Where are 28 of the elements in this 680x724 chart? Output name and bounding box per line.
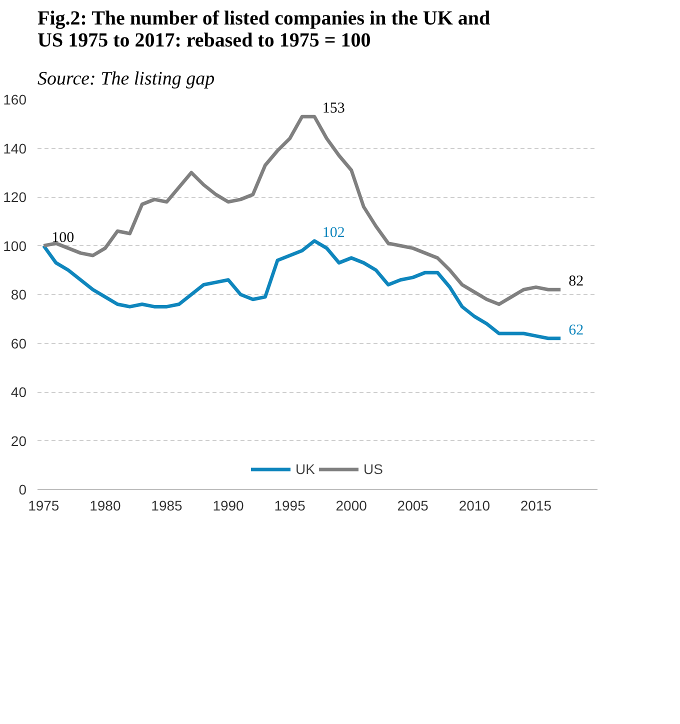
y-tick-label: 0 [18,482,27,498]
y-tick-label: 60 [10,335,27,352]
data-label: 100 [52,230,74,246]
y-tick-label: 160 [3,92,27,108]
x-tick-label: 2010 [458,498,490,514]
legend-label: UK [296,461,316,477]
y-tick-label: 80 [10,286,27,302]
source-note: Source: The listing gap [38,68,215,90]
x-tick-label: 1980 [90,498,121,514]
y-tick-label: 20 [10,432,27,449]
x-tick-label: 1995 [274,498,306,514]
y-tick-label: 40 [10,384,27,400]
x-tick-label: 2005 [397,498,429,514]
x-tick-label: 1985 [151,498,183,514]
y-tick-label: 140 [3,140,27,156]
x-tick-label: 1990 [212,498,244,514]
x-tick-label: 2000 [336,498,368,514]
x-tick-label: 2015 [520,498,552,514]
line-series [42,114,562,306]
y-tick-label: 100 [3,238,27,254]
data-label: 153 [322,100,345,117]
y-tick-label: 120 [3,189,27,205]
legend-label: US [364,461,384,477]
data-label: 82 [568,274,584,290]
data-label: 62 [568,322,584,338]
data-label: 102 [322,224,345,241]
x-tick-label: 1975 [28,498,60,514]
chart-title: Fig.2: The number of listed companies in the UK and US 1975 to 2017: rebased to 1975 = 100 [38,8,490,52]
